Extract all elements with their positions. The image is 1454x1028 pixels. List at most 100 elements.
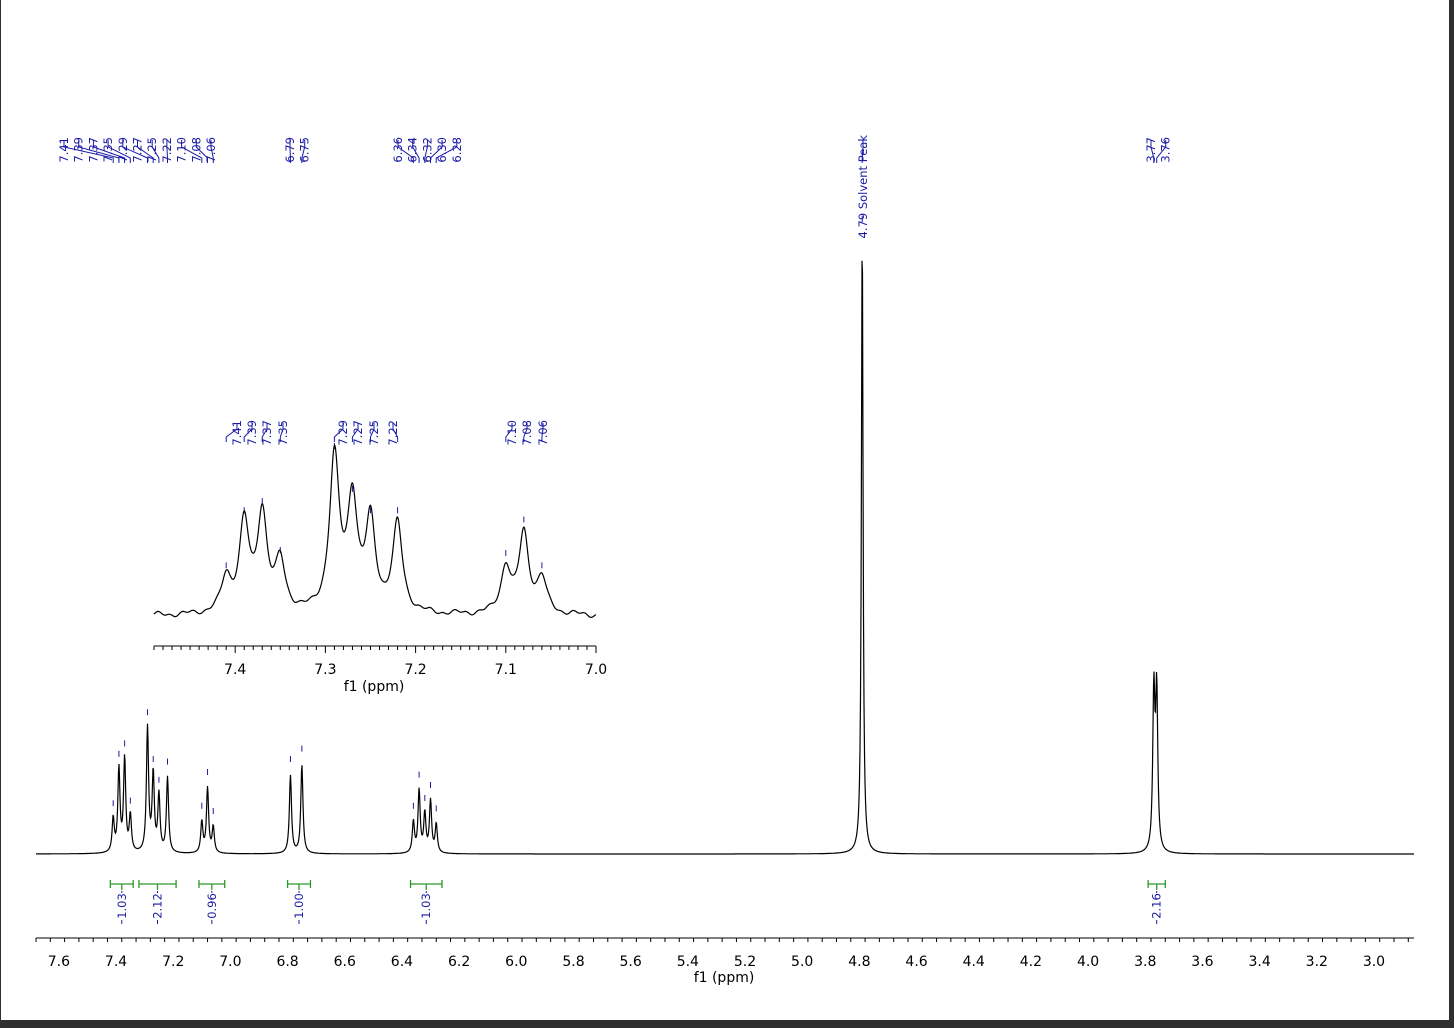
inset-peak-connector: [505, 423, 513, 442]
peak-label-connector: [92, 140, 126, 163]
inset-peak-connector: [351, 423, 359, 442]
main-axis-tick-label: 6.8: [276, 954, 298, 970]
peak-label-connector: [301, 140, 306, 163]
inset-axis-tick-label: 7.4: [224, 662, 246, 678]
main-spectrum-line: [36, 260, 1414, 855]
inset-peak-connector: [370, 423, 375, 442]
main-axis-tick-label: 3.6: [1191, 954, 1213, 970]
main-axis-tick-label: 5.4: [677, 954, 699, 970]
main-axis-tick-label: 6.6: [334, 954, 356, 970]
inset-peak-labels: 7.41 7.39 7.37 7.35 7.29 7.27 7.25 7.22 7.10 7.08…: [225, 420, 550, 569]
peak-label-connector: [412, 140, 420, 163]
inset-axis-tick-label: 7.1: [495, 662, 517, 678]
main-axis-tick-label: 6.0: [505, 954, 527, 970]
main-axis-tick-label: 4.0: [1077, 954, 1099, 970]
main-axis-tick-label: 4.4: [963, 954, 985, 970]
integral-value: 2.16: [1150, 893, 1164, 919]
inset-x-axis: 7.4 7.3 7.2 7.1 7.0: [153, 645, 607, 678]
inset-peak-label: 7.29: [336, 420, 350, 446]
inset-peak-connector: [243, 423, 253, 442]
peak-label: 7.08: [189, 137, 203, 163]
peak-label: 7.35: [101, 137, 115, 163]
main-axis-tick-label: 7.4: [105, 954, 127, 970]
inset-peak-label: 7.27: [351, 420, 365, 446]
peak-label-connector: [195, 140, 208, 163]
main-axis-tick-label: 5.0: [791, 954, 813, 970]
main-axis-tick-label: 3.4: [1248, 954, 1270, 970]
peak-label: 3.76: [1159, 137, 1173, 163]
inset-peak-connector: [333, 423, 344, 442]
peak-label-connector: [122, 140, 148, 163]
main-axis-tick-label: 4.2: [1020, 954, 1042, 970]
integral-value: 1.03: [115, 893, 129, 919]
peak-label-connector: [107, 140, 131, 163]
main-peak-labels: 7.41 7.39 7.37 7.35 7.29 7.27 7.25 7.22 7.10 7.08…: [57, 135, 1173, 814]
peak-label-connector: [137, 140, 154, 163]
peak-label: 7.10: [175, 137, 189, 163]
inset-peak-connector: [261, 423, 268, 442]
integral-value: 2.12: [151, 893, 165, 919]
peak-label-connector: [424, 140, 428, 163]
peak-label-connector: [151, 140, 160, 163]
main-axis-tick-label: 3.2: [1306, 954, 1328, 970]
peak-label: 7.27: [131, 137, 145, 163]
integral-value: 1.03: [419, 893, 433, 919]
integral-value: 0.96: [205, 893, 219, 919]
peak-label: 7.41: [57, 137, 71, 163]
main-axis-tick-label: 3.0: [1363, 954, 1385, 970]
peak-label: 6.28: [450, 137, 464, 163]
peak-label: 6.34: [406, 137, 420, 163]
main-integrals: 1.03 2.12 0.96 1.00 1.03 2.16: [109, 880, 1166, 924]
peak-label-connector: [63, 140, 114, 163]
inset-peak-connector: [279, 423, 284, 442]
main-axis-tick-label: 5.6: [620, 954, 642, 970]
inset-peak-label: 7.06: [536, 420, 550, 446]
peak-label: 7.39: [72, 137, 86, 163]
inset-peak-connector: [225, 423, 238, 442]
peak-label: 3.77: [1144, 137, 1158, 163]
inset-axis-tick-label: 7.2: [404, 662, 426, 678]
inset-peak-label: 7.39: [245, 420, 259, 446]
main-axis-tick-label: 4.8: [848, 954, 870, 970]
peak-label: 4.79 Solvent Peak: [856, 135, 870, 239]
inset-axis-tick-label: 7.0: [585, 662, 607, 678]
main-x-axis: 7.6 7.4 7.2 7.0 6.8 6.6 6.4 6.2 6.0 5.8 5.6 5.4 5.2 5…: [35, 937, 1414, 970]
main-x-axis-label: f1 (ppm): [694, 970, 755, 986]
peak-label-connector: [166, 140, 168, 163]
inset-peak-label: 7.37: [260, 420, 274, 446]
peak-label-connector: [1150, 140, 1155, 163]
main-axis-tick-label: 6.2: [448, 954, 470, 970]
inset-peak-connector: [541, 423, 544, 442]
main-spectrum-trace: [36, 260, 1414, 855]
peak-label: 7.29: [116, 137, 130, 163]
peak-label-connector: [861, 140, 864, 163]
peak-label: 6.32: [420, 137, 434, 163]
peak-label-connector: [78, 140, 120, 163]
main-axis-tick-label: 7.2: [162, 954, 184, 970]
inset-spectrum-trace: [153, 443, 597, 619]
peak-label-connector: [397, 140, 414, 163]
inset-peak-label: 7.35: [276, 420, 290, 446]
peak-label: 7.37: [86, 137, 100, 163]
inset-peak-label: 7.22: [386, 420, 400, 446]
main-axis-tick-label: 5.8: [562, 954, 584, 970]
inset-peak-connector: [392, 423, 399, 442]
peak-label-connector: [1156, 140, 1167, 163]
main-axis-tick-label: 7.6: [48, 954, 70, 970]
peak-label-connector: [210, 140, 214, 163]
inset-spectrum-line: [153, 443, 597, 619]
inset-axis-tick-label: 7.3: [314, 662, 336, 678]
inset-x-axis-label: f1 (ppm): [344, 679, 405, 695]
main-axis-tick-label: 6.4: [391, 954, 413, 970]
main-axis-tick-label: 4.6: [905, 954, 927, 970]
integral-value: 1.00: [292, 893, 306, 919]
peak-label: 7.25: [145, 137, 159, 163]
peak-label-connector: [181, 140, 203, 163]
inset-peak-label: 7.41: [230, 420, 244, 446]
main-axis-tick-label: 7.0: [219, 954, 241, 970]
peak-label: 6.36: [391, 137, 405, 163]
peak-label: 6.75: [298, 137, 312, 163]
main-axis-tick-label: 5.2: [734, 954, 756, 970]
